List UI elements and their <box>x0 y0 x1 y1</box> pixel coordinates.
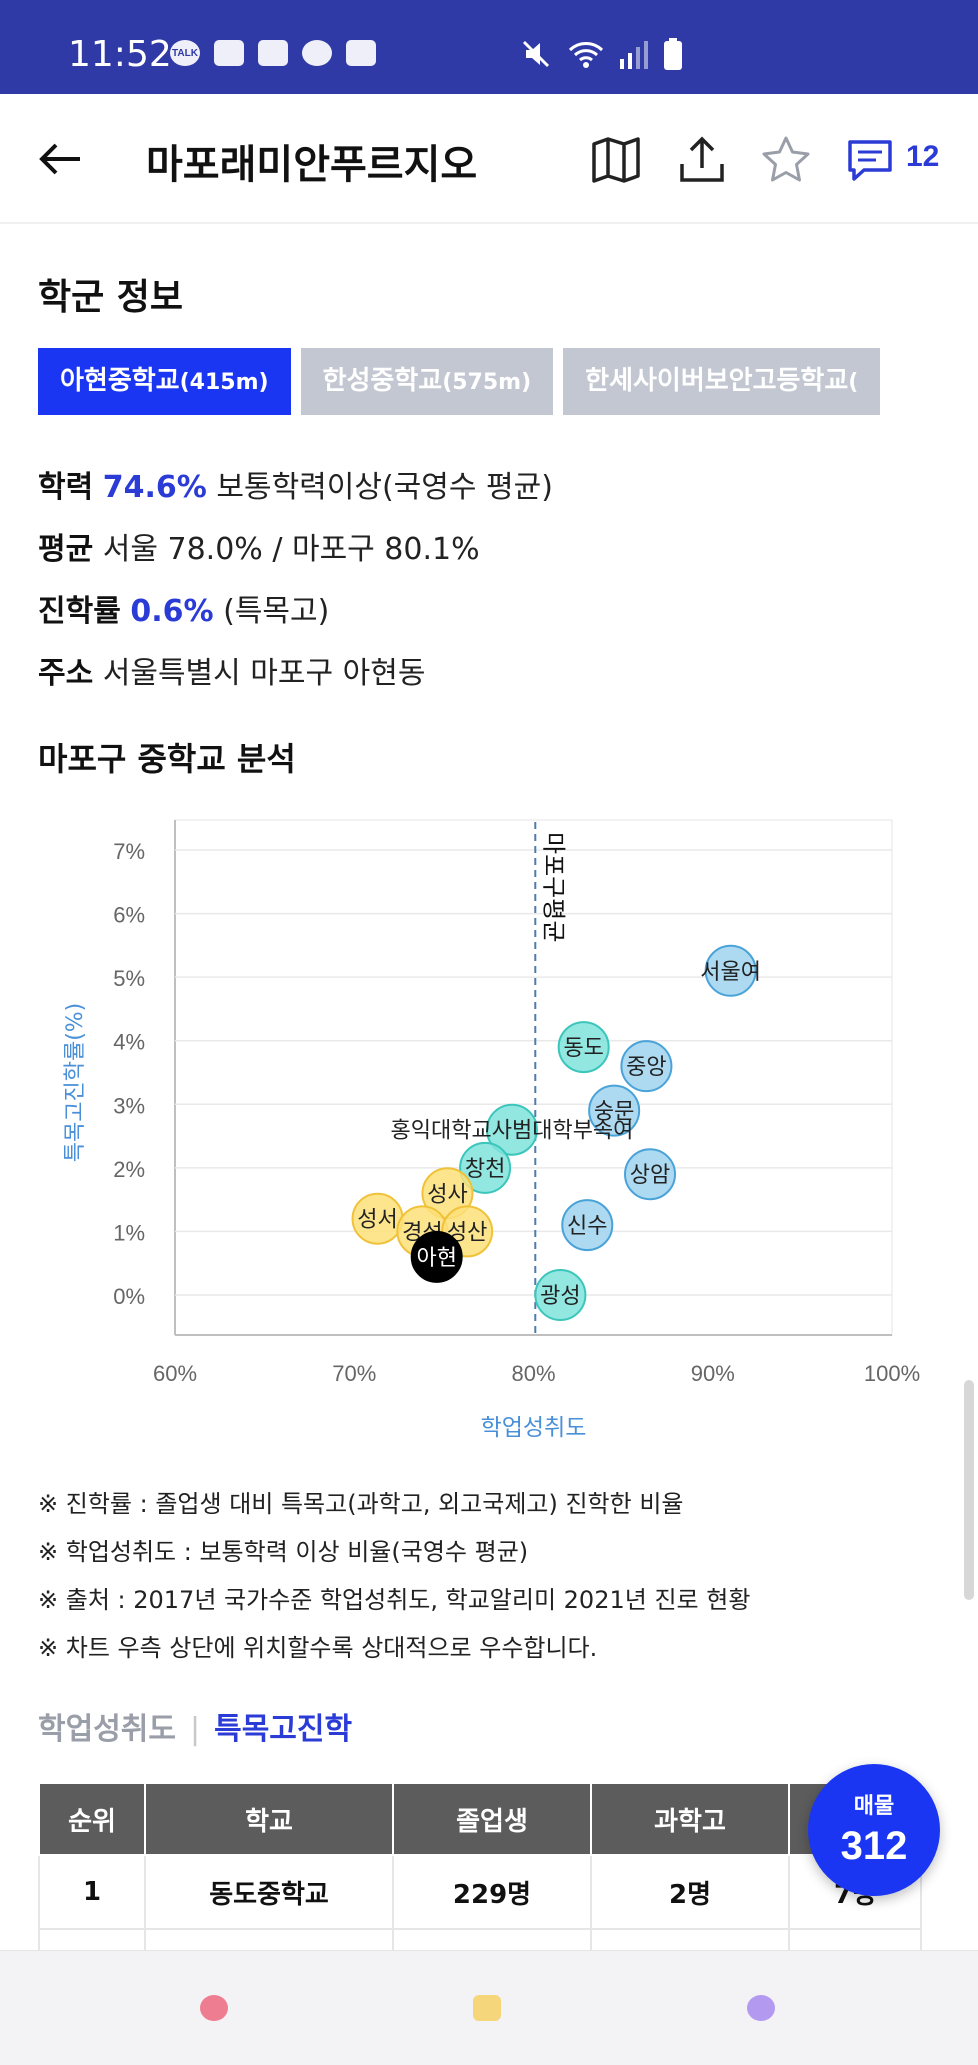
table-header-row: 순위 학교 졸업생 과학고 <box>38 1782 922 1856</box>
tab-school-1[interactable]: 아현중학교(415m) <box>38 348 291 415</box>
point-아현 <box>410 1230 463 1283</box>
tab-school-3[interactable]: 한세사이버보안고등학교( <box>563 348 881 415</box>
col-rank: 순위 <box>38 1782 146 1856</box>
info-advancement: 진학률 0.6% (특목고) <box>38 594 330 629</box>
note-2: ※ 학업성취도 : 보통학력 이상 비율(국영수 평균) <box>38 1538 529 1566</box>
col-school: 학교 <box>144 1782 394 1856</box>
image-icon <box>346 40 376 66</box>
tab-school-2[interactable]: 한성중학교(575m) <box>300 348 554 415</box>
note-4: ※ 차트 우측 상단에 위치할수록 상대적으로 우수합니다. <box>38 1634 598 1662</box>
section-title-analysis: 마포구 중학교 분석 <box>38 740 296 778</box>
cell-rank: 1 <box>38 1854 146 1930</box>
x-tick-label: 100% <box>864 1361 920 1386</box>
y-tick-label: 0% <box>113 1284 145 1309</box>
info-average: 평균 서울 78.0% / 마포구 80.1% <box>38 532 480 567</box>
nav-pink-dot-icon[interactable] <box>200 1995 228 2021</box>
point-광성 <box>534 1269 587 1321</box>
point-label: 숭문 <box>594 1100 634 1125</box>
table-row[interactable]: 1 동도중학교 229명 2명 7명 <box>38 1854 922 1930</box>
point-label: 광성 <box>540 1284 580 1309</box>
point-label: 중앙 <box>626 1055 666 1080</box>
plot-area <box>174 819 893 1336</box>
x-tick-label: 70% <box>332 1361 376 1386</box>
status-bar: 11:52 TALK <box>0 0 978 94</box>
y-tick-label: 2% <box>113 1157 145 1182</box>
point-label: 성서 <box>357 1208 397 1233</box>
point-label: 성사 <box>427 1182 467 1207</box>
col-graduates: 졸업생 <box>392 1782 592 1856</box>
section-title-school: 학군 정보 <box>38 277 184 318</box>
nav-yellow-dot-icon[interactable] <box>473 1995 501 2021</box>
school-tabs: 아현중학교(415m) 한성중학교(575m) 한세사이버보안고등학교( <box>38 348 922 415</box>
point-label: 서울여 <box>700 960 761 985</box>
y-tick-label: 1% <box>113 1220 145 1245</box>
info-address: 주소 서울특별시 마포구 아현동 <box>38 656 426 691</box>
point-홍익대학교사범대학부속여 <box>485 1103 538 1156</box>
point-label: 동도 <box>563 1036 603 1061</box>
fab-label: 매물 <box>853 1793 895 1818</box>
y-axis-label: 특목고진학률(%) <box>63 1003 88 1163</box>
sort-tab-advancement[interactable]: 특목고진학 <box>214 1712 353 1747</box>
notification-icons: TALK <box>170 40 376 66</box>
back-arrow-icon[interactable] <box>36 134 86 184</box>
system-icons <box>520 38 682 70</box>
point-label: 아현 <box>416 1246 456 1271</box>
note-1: ※ 진학률 : 졸업생 대비 특목고(과학고, 외고국제고) 진학한 비율 <box>38 1490 684 1518</box>
info-achievement: 학력 74.6% 보통학력이상(국영수 평균) <box>38 470 553 505</box>
app-header: 마포래미안푸르지오 12 <box>0 94 978 224</box>
y-tick-label: 4% <box>113 1030 145 1055</box>
x-tick-label: 60% <box>153 1361 197 1386</box>
col-science: 과학고 <box>590 1782 790 1856</box>
cell-school: 동도중학교 <box>144 1854 394 1930</box>
cell-science: 2명 <box>590 1854 790 1930</box>
cell-graduates: 229명 <box>392 1854 592 1930</box>
sort-tab-divider: | <box>190 1712 201 1747</box>
share-icon[interactable] <box>676 134 728 186</box>
point-label: 홍익대학교사범대학부속여 <box>391 1119 634 1144</box>
scrollbar-thumb[interactable] <box>964 1380 974 1600</box>
battery-icon <box>664 38 682 70</box>
y-tick-label: 3% <box>113 1093 145 1118</box>
signal-icon <box>620 41 648 69</box>
comment-icon[interactable] <box>844 134 896 186</box>
point-상암 <box>624 1148 677 1201</box>
y-tick-label: 5% <box>113 966 145 991</box>
y-tick-label: 6% <box>113 903 145 928</box>
x-tick-label: 90% <box>691 1361 735 1386</box>
y-tick-label: 7% <box>113 839 145 864</box>
point-서울여 <box>704 944 757 997</box>
bottom-nav-bar <box>0 1950 978 2065</box>
mute-icon <box>522 40 550 68</box>
cloud-icon <box>302 40 332 66</box>
fab-count: 312 <box>840 1824 908 1868</box>
page-title: 마포래미안푸르지오 <box>146 142 478 188</box>
favorite-star-icon[interactable] <box>760 134 812 186</box>
point-동도 <box>557 1021 610 1074</box>
reference-line-label: 마포구평균 <box>539 832 567 942</box>
note-3: ※ 출처 : 2017년 국가수준 학업성취도, 학교알리미 2021년 진로 … <box>38 1586 751 1614</box>
wifi-icon <box>568 42 604 68</box>
mail-icon <box>214 40 244 66</box>
point-숭문 <box>588 1084 641 1137</box>
listings-fab-button[interactable]: 매물 312 <box>808 1764 940 1896</box>
point-label: 창천 <box>465 1157 505 1182</box>
point-창천 <box>459 1141 512 1194</box>
sort-tab-achievement[interactable]: 학업성취도 <box>38 1712 176 1747</box>
nav-purple-dot-icon[interactable] <box>747 1995 775 2021</box>
news-icon <box>258 40 288 66</box>
point-label: 신수 <box>567 1214 607 1239</box>
x-axis-label: 학업성취도 <box>481 1415 587 1440</box>
comment-count[interactable]: 12 <box>906 140 940 173</box>
point-신수 <box>561 1199 614 1252</box>
x-tick-label: 80% <box>511 1361 555 1386</box>
scatter-chart: 0% 1% 2% 3% 4% 5% 6% 7% 60% 70% 80% 90% 100% 학업성취도 특목고… <box>63 819 920 1440</box>
map-icon[interactable] <box>590 134 642 186</box>
status-time: 11:52 <box>68 34 172 75</box>
sort-tabs: 학업성취도 | 특목고진학 <box>38 1704 352 1748</box>
kakaotalk-icon: TALK <box>170 40 200 66</box>
point-중앙 <box>620 1040 673 1093</box>
point-label: 상암 <box>630 1163 670 1188</box>
